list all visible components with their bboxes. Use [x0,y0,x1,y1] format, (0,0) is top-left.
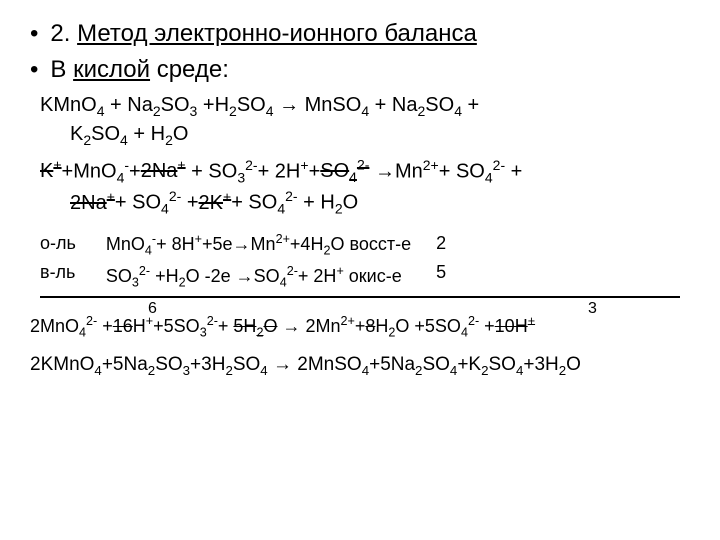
subtitle-line: • В кислой среде: [30,56,690,84]
ionic-line2: 2Na++ SO42- +2K++ SO42- + H2O [70,187,690,219]
role-labels: о-ль в-ль [40,229,76,292]
coefficient-annotations: 6 3 [40,300,690,314]
strike-k2: 2K+ [199,192,232,214]
strike-na: 2Na+ [141,160,186,182]
title-line: • 2. Метод электронно-ионного баланса [30,20,690,48]
subtitle-text: В кислой среде: [50,56,228,84]
coef-3: 3 [588,300,597,318]
reducer-label: в-ль [40,258,76,287]
ionic-equation-1: K++MnO4-+2Na+ + SO32-+ 2H++SO42- →Mn2++ … [40,156,690,219]
half-oxidation: SO32- +H2O -2e →SO42-+ 2H+ окис-е [106,261,411,293]
electron-counts: 2 5 [436,229,446,292]
subtitle-underlined: кислой [73,56,150,83]
eq1-line2: K2SO4 + H2O [70,121,690,150]
divider-line [40,296,680,298]
oxidizer-label: о-ль [40,229,76,258]
half-equations: MnO4-+ 8H++5e→Mn2++4H2O восст-е SO32- +H… [106,229,411,292]
strike-so4: SO42- [320,160,369,182]
strike-k: K+ [40,160,62,182]
final-molecular-equation: 2KMnO4+5Na2SO3+3H2SO4 → 2MnSO4+5Na2SO4+K… [30,354,690,378]
title-text: 2. Метод электронно-ионного баланса [50,20,476,48]
count-2: 5 [436,258,446,287]
subtitle-pre: В [50,56,73,83]
title-underlined: Метод электронно-ионного баланса [77,20,477,47]
strike-na2: 2Na+ [70,192,115,214]
title-number: 2. [50,20,77,47]
count-1: 2 [436,229,446,258]
subtitle-post: среде: [150,56,229,83]
bullet-icon: • [30,56,38,84]
molecular-equation-1: KMnO4 + Na2SO3 +H2SO4 → MnSO4 + Na2SO4 +… [40,92,690,150]
half-reduction: MnO4-+ 8H++5e→Mn2++4H2O восст-е [106,229,411,261]
bullet-icon: • [30,20,38,48]
coef-6: 6 [148,300,157,318]
half-reactions-block: о-ль в-ль MnO4-+ 8H++5e→Mn2++4H2O восст-… [40,229,690,292]
